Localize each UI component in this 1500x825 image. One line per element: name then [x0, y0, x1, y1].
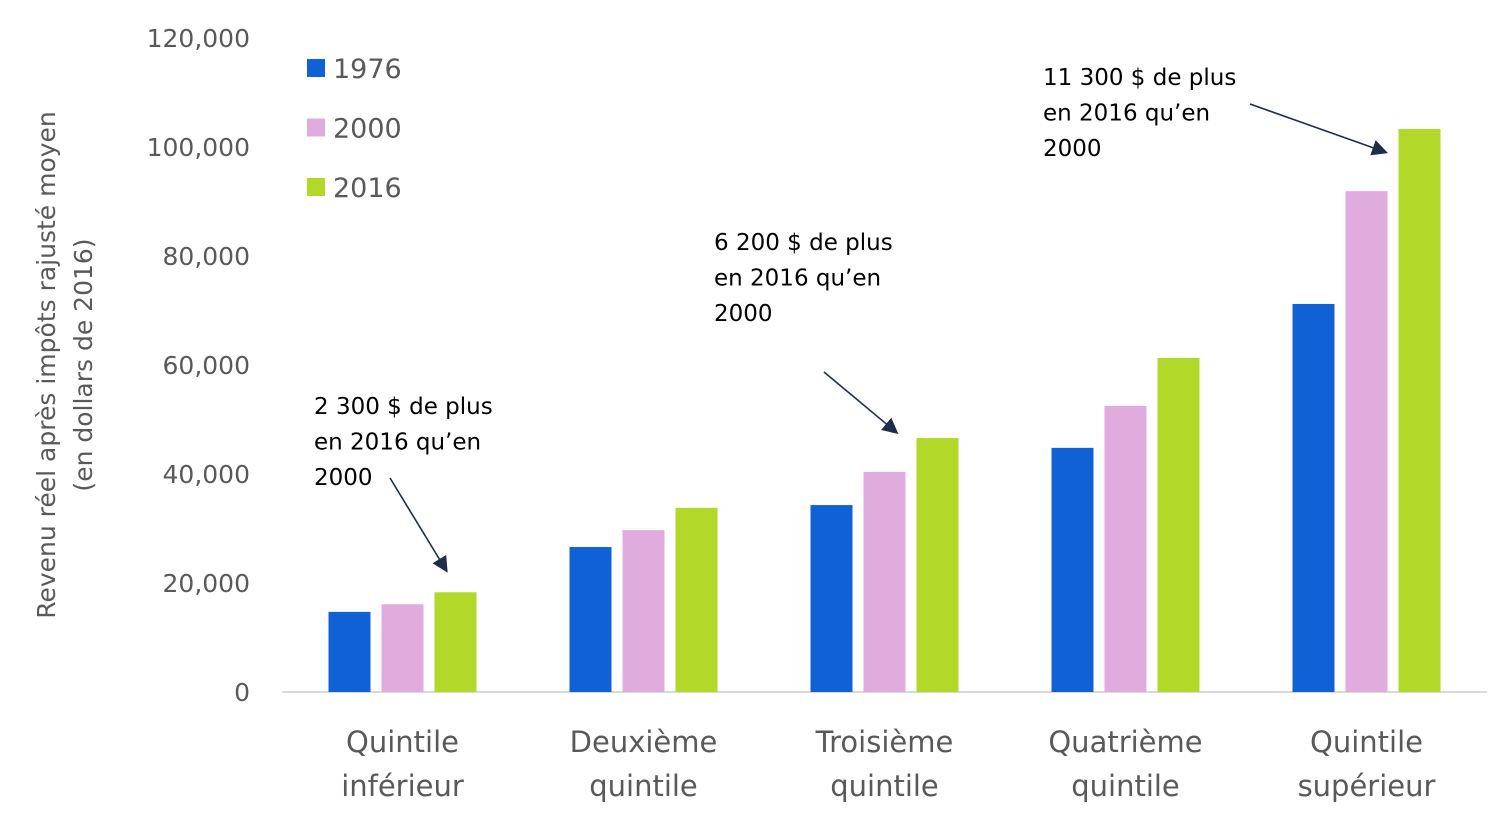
y-tick-label: 100,000 [147, 133, 250, 162]
annotation-text: 2 300 $ de plus [314, 394, 493, 420]
bar-2000 [381, 604, 424, 692]
y-tick-label: 80,000 [163, 242, 250, 271]
y-axis-label: (en dollars de 2016) [69, 238, 98, 491]
y-tick-label: 0 [234, 678, 250, 707]
y-tick-label: 60,000 [163, 351, 250, 380]
category-label: quintile [589, 769, 698, 803]
annotation-text: 6 200 $ de plus [714, 230, 893, 256]
category-label: Troisième [815, 725, 954, 759]
bar-2016 [675, 507, 718, 692]
bar-2016 [434, 592, 477, 692]
category-label: Quintile [1310, 725, 1423, 759]
y-tick-label: 120,000 [147, 24, 250, 53]
category-label: supérieur [1298, 769, 1436, 803]
category-label: Quintile [346, 725, 459, 759]
annotation-arrow [1249, 103, 1389, 156]
legend-swatch [307, 178, 325, 196]
bar-2000 [622, 530, 665, 692]
bar-2000 [863, 471, 906, 692]
legend-swatch [307, 59, 325, 77]
legend-label: 1976 [333, 54, 402, 85]
y-tick-label: 20,000 [163, 569, 250, 598]
category-label: Quatrième [1048, 725, 1202, 759]
legend-swatch [307, 118, 325, 137]
annotation-text: 2000 [314, 465, 373, 491]
category-label: inférieur [341, 769, 464, 803]
bar-1976 [569, 547, 612, 692]
annotation-text: 11 300 $ de plus [1043, 65, 1236, 91]
category-label: quintile [1071, 769, 1180, 803]
bar-1976 [810, 505, 853, 692]
bar-2016 [1157, 357, 1200, 692]
y-tick-label: 40,000 [163, 460, 250, 489]
annotation-text: 2000 [1043, 136, 1102, 162]
annotation-arrow [823, 371, 899, 435]
bar-1976 [1292, 303, 1335, 692]
bar-2016 [1398, 129, 1441, 692]
annotation-text: en 2016 qu’en [314, 430, 481, 456]
bar-2000 [1104, 405, 1147, 692]
annotation-text: en 2016 qu’en [714, 266, 881, 292]
y-axis-label: Revenu réel après impôts rajusté moyen [32, 111, 61, 619]
annotation-text: 2000 [714, 301, 773, 327]
category-label: quintile [830, 769, 939, 803]
annotation-arrow [389, 477, 448, 573]
legend-label: 2016 [333, 173, 402, 204]
bar-1976 [328, 611, 371, 692]
category-label: Deuxième [570, 725, 718, 759]
bar-1976 [1051, 447, 1094, 692]
bar-2000 [1345, 191, 1388, 692]
annotation-text: en 2016 qu’en [1043, 101, 1210, 127]
legend-label: 2000 [333, 114, 402, 145]
bar-2016 [916, 438, 959, 692]
